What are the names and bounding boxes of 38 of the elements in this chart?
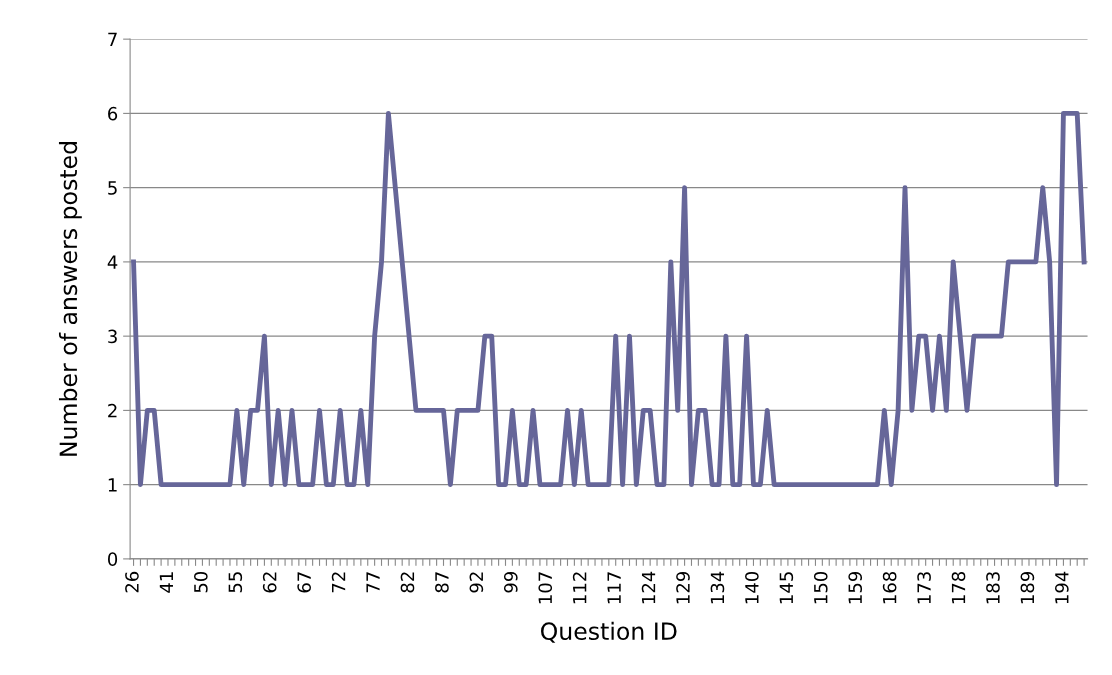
x-tick-label: 99 [503,571,518,593]
x-tick-label: 67 [297,572,311,593]
y-tick-label: 1 [108,478,117,492]
x-tick-label: 124 [641,571,656,604]
y-tick-label: 0 [108,552,118,567]
y-tick-label: 7 [108,32,117,47]
x-tick-label: 55 [228,572,243,593]
x-tick-label: 72 [331,572,346,593]
x-tick-label: 189 [1020,571,1035,604]
x-tick-label: 112 [572,572,587,604]
x-tick-label: 26 [125,571,139,593]
x-tick-label: 140 [745,571,759,604]
x-tick-label: 168 [882,571,897,604]
x-tick-label: 134 [710,571,725,604]
x-tick-label: 129 [676,571,690,604]
y-tick-label: 6 [108,106,118,121]
y-axis-title: Number of answers posted [58,142,82,456]
x-tick-label: 107 [538,572,553,604]
x-tick-label: 194 [1055,571,1069,604]
x-tick-label: 82 [400,572,415,593]
x-tick-label: 62 [262,572,277,593]
y-tick-label: 3 [108,329,117,344]
y-tick-label: 4 [107,255,118,269]
x-tick-label: 150 [813,571,828,604]
x-tick-label: 77 [366,572,380,593]
x-tick-label: 87 [435,572,449,593]
x-tick-label: 173 [917,572,931,604]
x-tick-label: 183 [986,572,1000,604]
x-tick-label: 50 [194,571,208,593]
x-tick-label: 41 [159,572,173,593]
x-tick-label: 92 [469,572,484,593]
x-tick-label: 145 [779,572,794,604]
x-axis-title: Question ID [541,621,677,643]
x-tick-label: 159 [848,571,863,604]
x-tick-label: 178 [951,571,966,604]
x-tick-label: 117 [607,572,621,604]
y-tick-label: 5 [108,181,117,195]
y-tick-label: 2 [108,403,117,418]
